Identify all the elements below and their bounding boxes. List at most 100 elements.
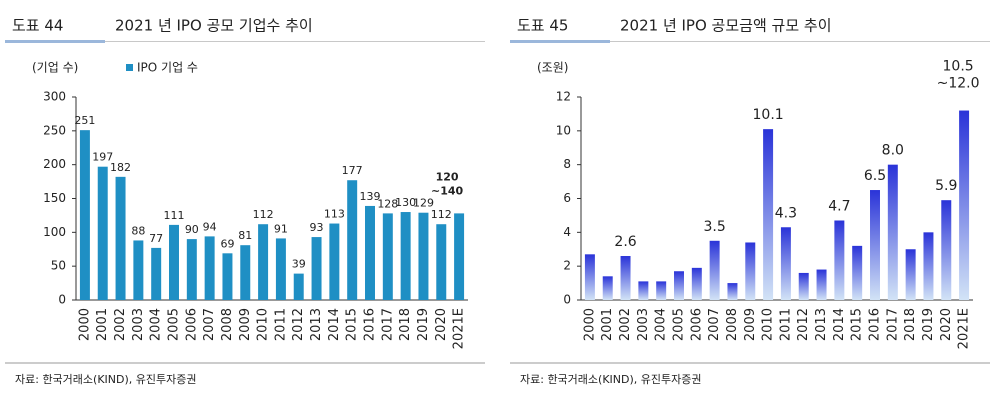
x-tick-label: 2009 xyxy=(743,308,758,341)
bar xyxy=(620,256,631,300)
value-label: 251 xyxy=(74,114,95,127)
x-tick-label: 2005 xyxy=(672,308,687,341)
bar xyxy=(887,164,898,300)
value-label: 4.3 xyxy=(775,205,797,221)
bar xyxy=(79,130,90,300)
y-tick-label: 12 xyxy=(556,90,571,104)
x-tick-label: 2016 xyxy=(363,308,378,341)
bar xyxy=(347,180,358,300)
value-label: 130 xyxy=(395,196,416,209)
x-tick-label: 2020 xyxy=(434,308,449,341)
source-note: 자료: 한국거래소(KIND), 유진투자증권 xyxy=(15,373,197,386)
x-tick-label: 2019 xyxy=(416,308,431,341)
annotation: 120 xyxy=(436,170,459,183)
bar xyxy=(816,269,827,300)
legend-label: IPO 기업 수 xyxy=(137,61,198,75)
value-label: 3.5 xyxy=(704,219,726,235)
x-tick-label: 2006 xyxy=(689,308,704,341)
x-tick-label: 2006 xyxy=(184,308,199,341)
y-tick-label: 100 xyxy=(43,225,66,239)
value-label: 90 xyxy=(185,223,199,236)
y-tick-label: 200 xyxy=(43,157,66,171)
value-label: 5.9 xyxy=(935,178,957,194)
bar xyxy=(151,247,162,300)
x-tick-label: 2009 xyxy=(238,308,253,341)
x-tick-label: 2010 xyxy=(761,308,776,341)
bar xyxy=(584,254,595,300)
annotation: ~12.0 xyxy=(937,76,980,92)
annotation: 10.5 xyxy=(943,59,974,75)
value-label: 10.1 xyxy=(753,107,784,123)
value-label: 88 xyxy=(131,224,145,237)
bar xyxy=(834,220,845,300)
y-tick-label: 250 xyxy=(43,123,66,137)
value-label: 111 xyxy=(164,209,185,222)
chart-panel: 도표 45 2021 년 IPO 공모금액 규모 추이 (조원) 0 2 4 6 8 10 12 2… xyxy=(510,17,990,386)
value-label: 94 xyxy=(203,220,217,233)
value-label: 177 xyxy=(342,164,363,177)
bar xyxy=(959,110,970,301)
x-tick-label: 2010 xyxy=(256,308,271,341)
x-tick-label: 2007 xyxy=(202,308,217,341)
value-label: 93 xyxy=(310,221,324,234)
unit-label: (기업 수) xyxy=(32,61,78,75)
y-tick-label: 8 xyxy=(563,157,571,171)
bar xyxy=(133,240,144,300)
bar xyxy=(763,129,774,300)
header-underline xyxy=(5,40,105,43)
value-label: 81 xyxy=(238,229,252,242)
header-rule xyxy=(610,41,990,42)
bar xyxy=(293,273,304,300)
bar xyxy=(186,239,197,300)
value-label: 182 xyxy=(110,161,131,174)
bar xyxy=(656,281,667,300)
x-tick-label: 2021E xyxy=(957,308,972,349)
x-tick-label: 2015 xyxy=(345,308,360,341)
x-tick-label: 2017 xyxy=(380,308,395,341)
bar xyxy=(97,166,108,300)
x-tick-label: 2013 xyxy=(814,308,829,341)
x-tick-label: 2017 xyxy=(885,308,900,341)
x-tick-label: 2016 xyxy=(868,308,883,341)
x-tick-label: 2021E xyxy=(452,308,467,349)
x-tick-label: 2001 xyxy=(95,308,110,341)
x-tick-label: 2018 xyxy=(398,308,413,341)
source-note: 자료: 한국거래소(KIND), 유진투자증권 xyxy=(520,373,702,386)
bar xyxy=(923,232,934,300)
chart-title: 2021 년 IPO 공모 기업수 추이 xyxy=(115,17,313,35)
bar xyxy=(745,242,756,300)
y-tick-label: 300 xyxy=(43,90,66,104)
value-label: 139 xyxy=(360,190,381,203)
y-tick-label: 10 xyxy=(556,123,571,137)
x-tick-label: 2000 xyxy=(77,308,92,341)
x-tick-label: 2003 xyxy=(131,308,146,341)
value-label: 4.7 xyxy=(828,198,850,214)
bar xyxy=(638,281,649,300)
x-tick-label: 2003 xyxy=(636,308,651,341)
chart-title: 2021 년 IPO 공모금액 규모 추이 xyxy=(620,17,832,35)
x-tick-label: 2011 xyxy=(778,308,793,341)
y-tick-label: 2 xyxy=(563,259,571,273)
bar xyxy=(691,267,702,300)
x-tick-label: 2000 xyxy=(582,308,597,341)
value-label: 91 xyxy=(274,222,288,235)
x-tick-label: 2019 xyxy=(921,308,936,341)
bar xyxy=(275,238,286,300)
x-tick-label: 2012 xyxy=(796,308,811,341)
x-tick-label: 2018 xyxy=(903,308,918,341)
bar xyxy=(365,205,375,300)
value-label: 69 xyxy=(220,237,234,250)
y-tick-label: 150 xyxy=(43,191,66,205)
bar xyxy=(169,224,179,300)
y-tick-label: 0 xyxy=(58,293,66,307)
value-label: 112 xyxy=(253,208,274,221)
bar xyxy=(905,249,916,300)
bar xyxy=(941,200,952,300)
bar xyxy=(870,190,880,300)
bar xyxy=(204,236,215,300)
legend-swatch xyxy=(126,64,133,71)
value-label: 77 xyxy=(149,232,163,245)
y-tick-label: 0 xyxy=(563,293,571,307)
bar xyxy=(780,227,791,300)
